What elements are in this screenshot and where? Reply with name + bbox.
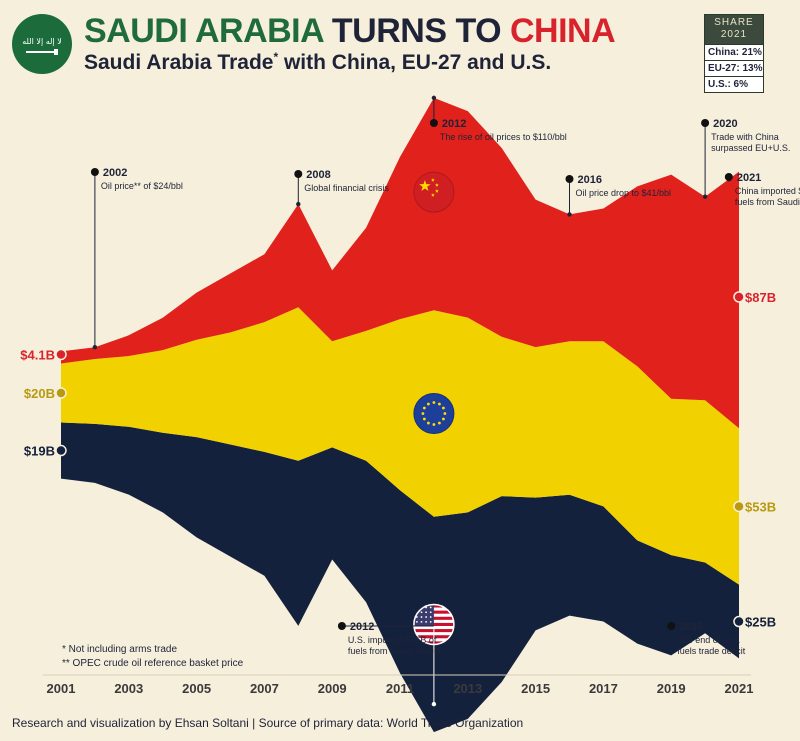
annotation-title-6: 2012 (350, 621, 374, 633)
end-label-eu27: $53B (745, 499, 776, 514)
x-tick-label-2015: 2015 (521, 681, 550, 696)
x-tick-label-2001: 2001 (47, 681, 76, 696)
footnote-arms: * Not including arms trade (62, 644, 178, 655)
source-credit: Research and visualization by Ehsan Solt… (12, 716, 524, 730)
start-label-us: $19B (24, 444, 55, 459)
annotation-text-4-1: surpassed EU+U.S. (711, 143, 790, 153)
annotation-dot-4 (701, 119, 710, 127)
title-part-turns: TURNS TO (322, 12, 510, 50)
share-box-title: SHARE (714, 17, 754, 28)
share-box-header: SHARE 2021 (705, 15, 763, 44)
annotation-anchor-6 (431, 701, 437, 707)
share-row-us: U.S.: 6% (705, 76, 763, 92)
annotation-text-5-0: China imported $45B of (735, 186, 800, 196)
annotation-anchor-0 (92, 344, 98, 350)
x-tick-label-2011: 2011 (386, 681, 414, 696)
x-tick-label-2007: 2007 (250, 681, 279, 696)
annotation-text-1-0: Global financial crisis (304, 183, 389, 193)
flag-cn-icon (413, 171, 455, 213)
annotation-text-6-1: fuels from Saudi Arabia (348, 646, 441, 656)
annotation-text-5-1: fuels from Saudi Arabia (735, 197, 800, 207)
stream-layer-china (61, 97, 739, 429)
saudi-flag-script: لا إله إلا الله (22, 37, 62, 47)
annotation-text-6-0: U.S. imported $56B of (348, 635, 437, 645)
x-tick-label-2017: 2017 (589, 681, 618, 696)
annotation-dot-6 (337, 622, 346, 630)
x-tick-label-2019: 2019 (657, 681, 686, 696)
x-tick-label-2009: 2009 (318, 681, 347, 696)
share-row-eu: EU-27: 13% (705, 60, 763, 76)
value-marker-china (55, 348, 67, 361)
share-box-year: 2021 (720, 29, 748, 40)
footnote-opec: ** OPEC crude oil reference basket price (62, 658, 244, 669)
flag-eu-icon (413, 393, 455, 435)
annotation-title-3: 2016 (578, 174, 602, 186)
stream-layer-eu27 (61, 307, 739, 585)
x-tick-label-2005: 2005 (182, 681, 211, 696)
annotation-dot-7 (667, 622, 676, 630)
subtitle-star: * (273, 50, 279, 64)
subtitle-part-1: Saudi Arabia Trade (84, 51, 274, 74)
share-box: SHARE 2021 China: 21% EU-27: 13% U.S.: 6… (704, 14, 764, 93)
value-marker-us (55, 444, 67, 457)
page-title: SAUDI ARABIA TURNS TO CHINA (84, 12, 616, 51)
annotation-text-0-0: Oil price** of $24/bbl (101, 181, 183, 191)
start-label-eu27: $20B (24, 386, 55, 401)
annotation-anchor-2 (431, 95, 437, 101)
x-tick-label-2003: 2003 (114, 681, 143, 696)
saudi-flag-icon: لا إله إلا الله (12, 14, 72, 74)
start-label-china: $4.1B (20, 347, 55, 362)
annotation-title-7: 2019 (679, 621, 703, 633)
page-subtitle: Saudi Arabia Trade* with China, EU-27 an… (84, 50, 551, 75)
annotation-anchor-1 (296, 201, 301, 207)
annotation-dot-5 (724, 173, 733, 181)
annotation-anchor-3 (567, 212, 572, 217)
annotation-title-2: 2012 (442, 118, 466, 130)
title-part-saudi: SAUDI ARABIA (84, 12, 323, 50)
annotation-text-7-0: The end of U.S. (677, 635, 740, 645)
annotation-title-4: 2020 (713, 118, 737, 130)
subtitle-part-2: with China, EU-27 and U.S. (278, 51, 552, 74)
title-part-china: CHINA (509, 12, 616, 50)
annotation-anchor-4 (702, 194, 708, 199)
end-label-china: $87B (745, 290, 776, 305)
annotation-dot-1 (294, 170, 303, 178)
end-label-us: $25B (745, 615, 776, 630)
value-marker-china (733, 291, 745, 303)
stream-layer-us (61, 422, 739, 733)
annotation-text-3-0: Oil price drop to $41/bbl (576, 188, 672, 198)
annotation-text-4-0: Trade with China (711, 132, 779, 142)
annotation-title-0: 2002 (103, 167, 127, 179)
annotation-dot-0 (90, 168, 99, 176)
value-marker-eu27 (733, 500, 745, 513)
annotation-text-2-0: The rise of oil prices to $110/bbl (440, 132, 567, 142)
footnotes: * Not including arms trade ** OPEC crude… (62, 643, 243, 671)
annotation-title-1: 2008 (306, 169, 330, 181)
annotation-dot-3 (565, 175, 574, 183)
annotation-title-5: 2021 (737, 172, 761, 184)
annotation-dot-2 (429, 119, 438, 127)
annotation-text-7-1: fuels trade deficit (677, 646, 746, 656)
x-tick-label-2013: 2013 (453, 681, 482, 696)
value-marker-eu27 (55, 387, 67, 399)
x-tick-label-2021: 2021 (725, 681, 754, 696)
value-marker-us (733, 615, 745, 628)
share-row-china: China: 21% (705, 44, 763, 60)
